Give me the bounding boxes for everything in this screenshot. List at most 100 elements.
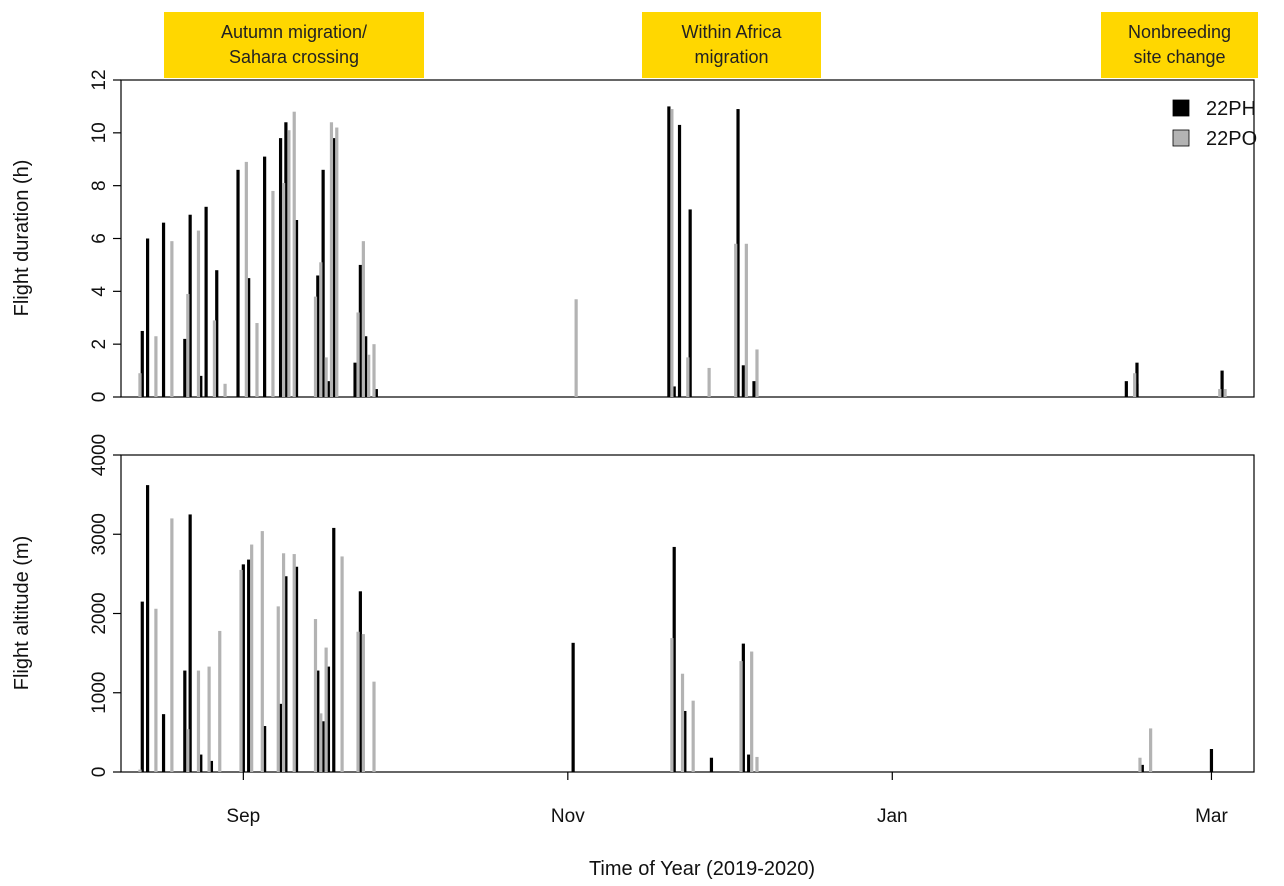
duration-bar-22po xyxy=(744,243,748,397)
duration-bar-22po xyxy=(686,357,690,397)
altitude-bar-22ph xyxy=(672,546,676,772)
altitude-bar-22po xyxy=(340,556,344,772)
altitude-bar-22po xyxy=(292,554,296,772)
duration-bar-22po xyxy=(186,293,190,397)
time-x-axis: Sep Nov Jan Mar xyxy=(226,772,1228,827)
duration-y-tick-label: 4 xyxy=(89,286,110,297)
altitude-bar-22ph xyxy=(741,643,745,772)
duration-bar-22ph xyxy=(326,381,331,397)
phase-box xyxy=(164,12,424,78)
duration-bar-22ph xyxy=(145,238,150,397)
duration-bar-22po xyxy=(292,111,296,397)
altitude-bar-22ph xyxy=(326,666,331,772)
altitude-bar-22po xyxy=(313,619,318,772)
duration-bar-22po xyxy=(196,230,201,397)
duration-bar-22ph xyxy=(358,264,362,397)
altitude-bar-22po xyxy=(170,518,174,772)
duration-bar-22ph xyxy=(332,138,336,397)
altitude-bar-22po xyxy=(755,756,759,772)
duration-bar-22ph xyxy=(199,375,203,397)
altitude-bar-22ph xyxy=(161,714,166,772)
altitude-bar-22ph xyxy=(747,754,751,772)
duration-bar-22po xyxy=(281,183,286,397)
duration-bar-22po xyxy=(734,243,738,397)
flight-altitude-panel: 0 1000 2000 3000 4000 Sep Nov Jan Mar Flight al… xyxy=(11,434,1255,827)
duration-bar-22ph xyxy=(236,169,240,397)
legend-label-22ph: 22PH xyxy=(1206,98,1256,120)
duration-y-tick-label: 0 xyxy=(89,392,110,403)
duration-bar-22po xyxy=(356,312,360,397)
altitude-bar-22ph xyxy=(241,564,245,772)
legend-swatch-22ph xyxy=(1172,99,1190,117)
altitude-bar-22ph xyxy=(140,601,144,772)
duration-bar-22po xyxy=(1223,389,1227,397)
altitude-bar-22po xyxy=(250,544,254,772)
altitude-bar-22po xyxy=(260,531,264,772)
altitude-bar-22ph xyxy=(284,576,288,772)
altitude-bar-22ph xyxy=(145,485,150,772)
duration-y-tick-label: 2 xyxy=(89,339,110,350)
altitude-bar-22po xyxy=(361,634,365,772)
altitude-y-tick-label: 1000 xyxy=(89,672,110,714)
altitude-bar-22po xyxy=(207,666,211,772)
altitude-bar-22po xyxy=(276,606,280,772)
duration-bar-22ph xyxy=(321,169,325,397)
duration-bar-22po xyxy=(244,161,248,397)
duration-bar-22po xyxy=(755,349,759,397)
phase-box xyxy=(642,12,821,78)
altitude-bar-22ph xyxy=(321,721,325,772)
duration-bar-22ph xyxy=(1135,362,1139,397)
duration-bar-22ph xyxy=(374,389,378,397)
altitude-bar-22ph xyxy=(1140,764,1144,772)
duration-bar-22po xyxy=(361,241,365,397)
duration-y-tick-label: 10 xyxy=(89,122,110,143)
duration-bar-22po xyxy=(154,336,158,397)
altitude-y-axis: 0 1000 2000 3000 4000 xyxy=(89,434,121,777)
duration-bar-22po xyxy=(212,320,217,397)
duration-bar-22po xyxy=(1218,389,1222,397)
duration-bar-22ph xyxy=(204,206,208,397)
altitude-y-tick-label: 2000 xyxy=(89,592,110,634)
altitude-bar-22ph xyxy=(358,591,362,772)
altitude-bar-22po xyxy=(372,681,376,772)
altitude-bar-22ph xyxy=(683,710,687,772)
duration-bar-22ph xyxy=(278,138,283,397)
duration-plot-frame xyxy=(120,79,1255,398)
duration-y-tick-label: 8 xyxy=(89,180,110,191)
duration-bar-22ph xyxy=(284,122,288,398)
altitude-bar-22ph xyxy=(709,757,714,772)
duration-bar-22ph xyxy=(188,214,192,397)
altitude-bar-22ph xyxy=(199,754,203,772)
phase-label: Sahara crossing xyxy=(229,47,359,67)
altitude-bar-22ph xyxy=(1209,749,1214,772)
altitude-bar-22po xyxy=(750,651,754,772)
altitude-bar-22ph xyxy=(183,670,187,772)
duration-bar-22ph xyxy=(364,336,368,397)
duration-bar-22po xyxy=(670,109,674,397)
altitude-bar-22po xyxy=(319,713,323,772)
duration-bar-22ph xyxy=(688,209,692,397)
altitude-bar-22po xyxy=(1149,728,1153,772)
x-tick-label: Sep xyxy=(226,806,260,827)
duration-bar-22ph xyxy=(353,362,357,397)
altitude-bar-22po xyxy=(324,647,328,772)
phase-label: Nonbreeding xyxy=(1128,22,1231,42)
duration-y-tick-label: 6 xyxy=(89,233,110,244)
duration-y-axis: 0 2 4 6 8 10 12 xyxy=(89,69,121,402)
duration-bar-22ph xyxy=(736,109,740,397)
altitude-bar-22po xyxy=(670,638,674,772)
duration-bar-22ph xyxy=(263,156,267,397)
x-tick-label: Mar xyxy=(1195,806,1228,827)
altitude-bar-22po xyxy=(196,670,201,772)
altitude-bar-22po xyxy=(356,631,360,772)
phase-labels: Autumn migration/Sahara crossing Within A… xyxy=(164,12,1258,78)
duration-bar-22ph xyxy=(161,222,166,397)
altitude-bar-22ph xyxy=(188,514,192,772)
altitude-y-tick-label: 3000 xyxy=(89,513,110,555)
duration-bar-22ph xyxy=(752,381,756,397)
duration-bar-22ph xyxy=(183,338,187,397)
altitude-bar-22po xyxy=(218,630,222,772)
duration-y-axis-title: Flight duration (h) xyxy=(11,160,33,317)
altitude-bar-22ph xyxy=(209,760,214,772)
